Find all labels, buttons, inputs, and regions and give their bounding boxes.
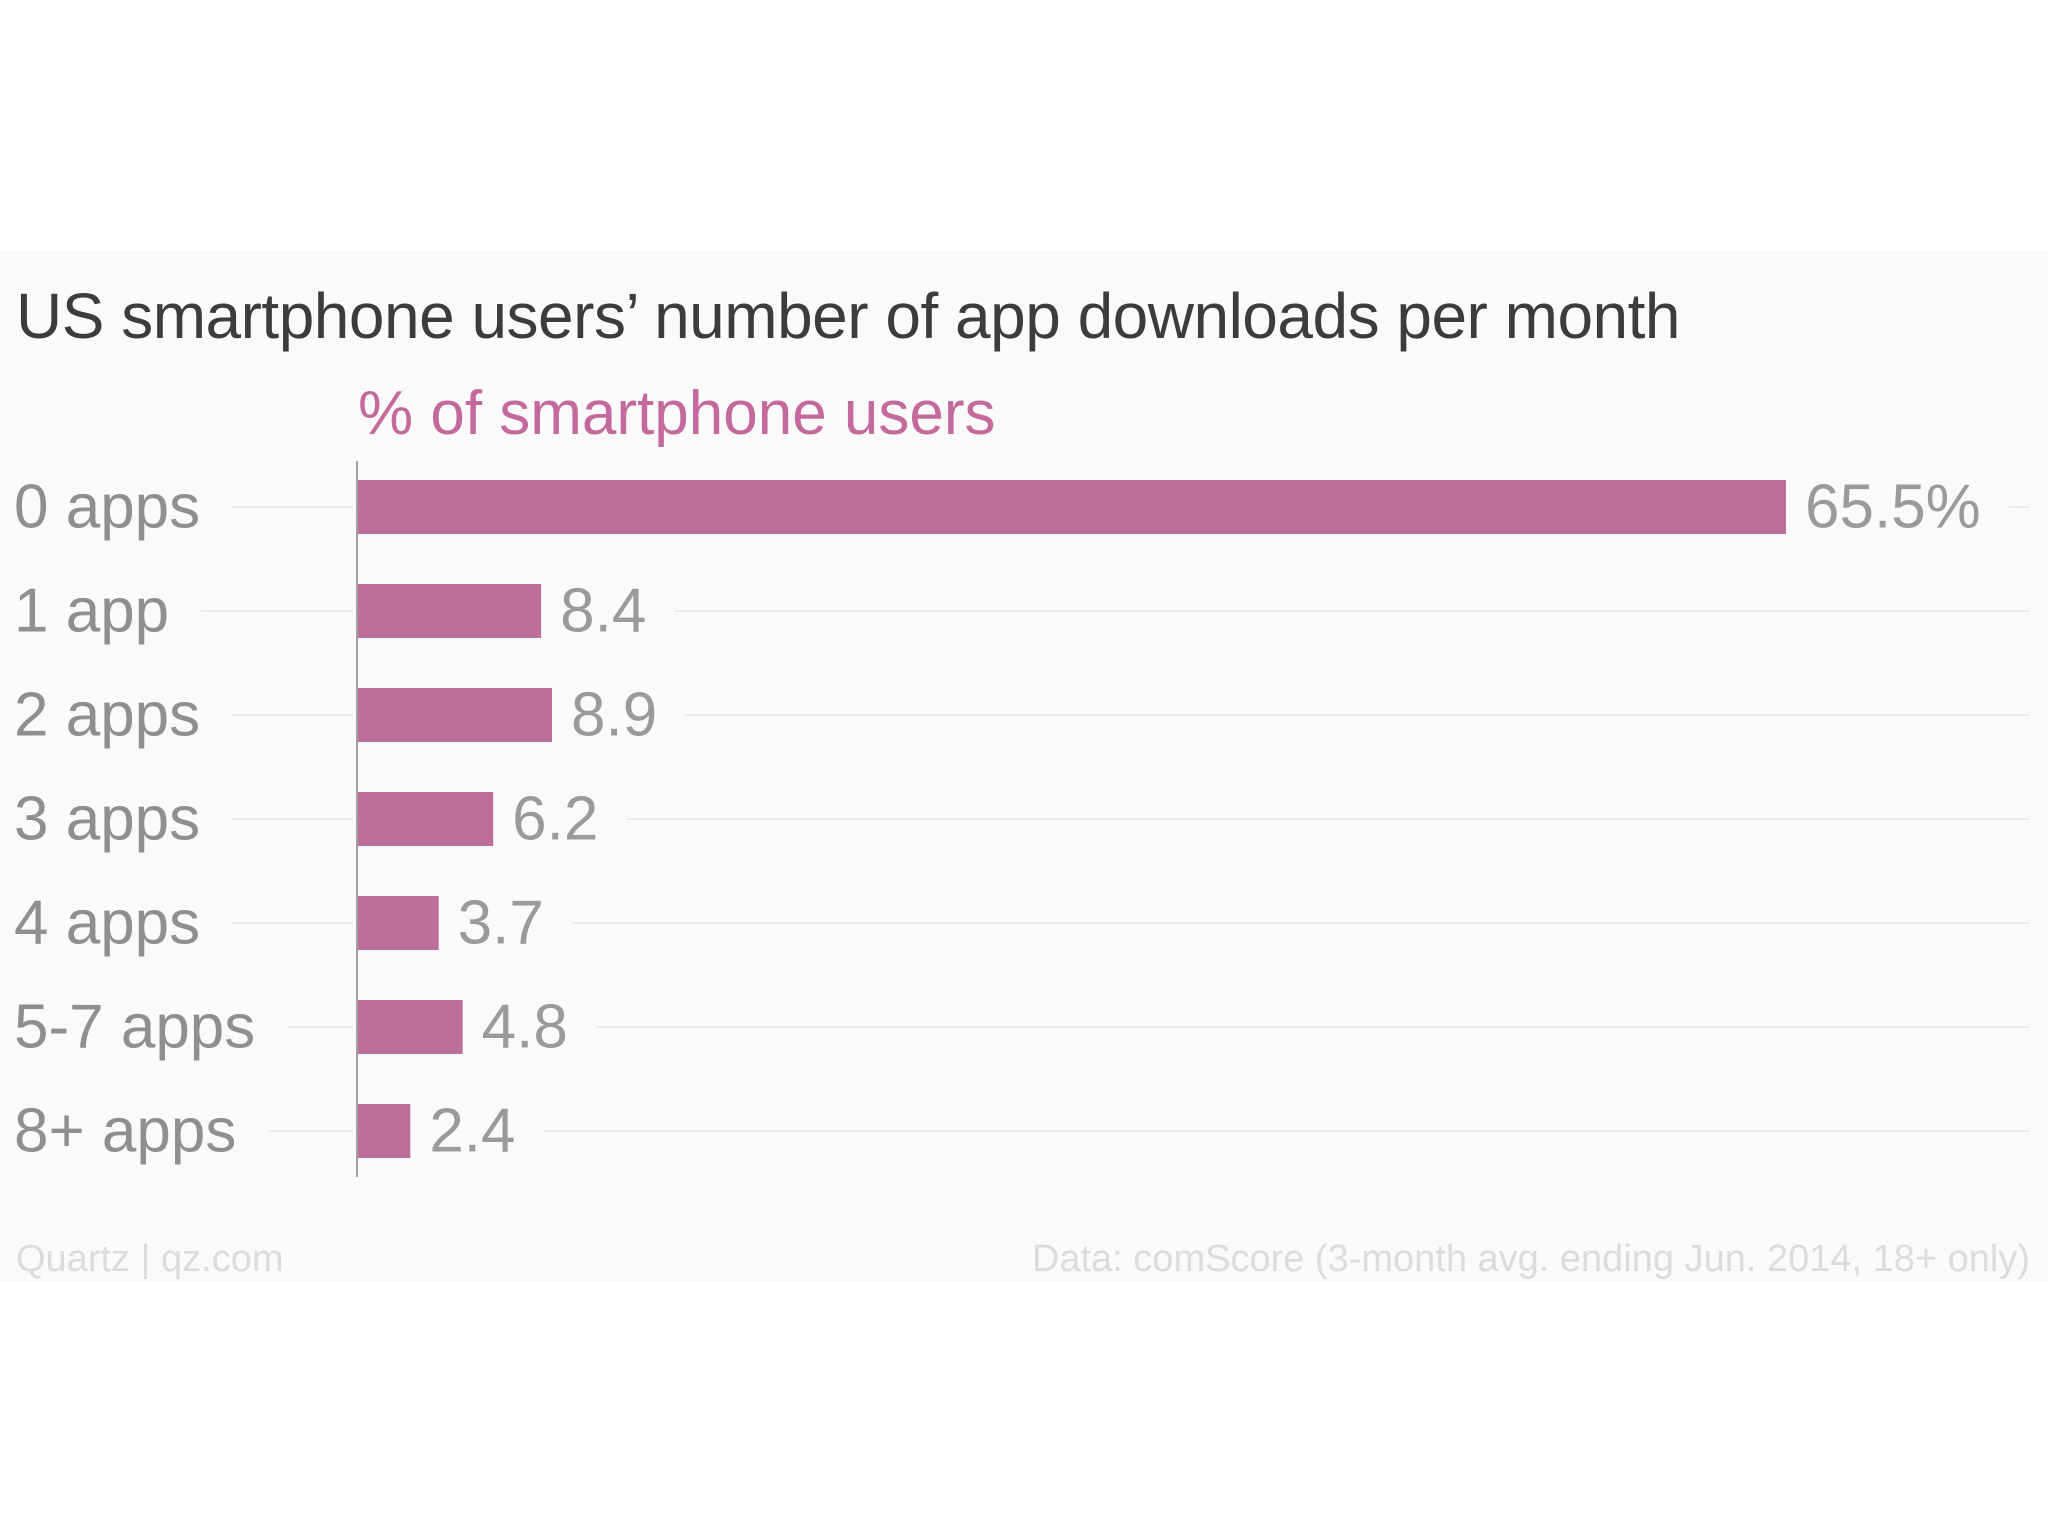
bar [358, 1000, 463, 1054]
category-label: 2 apps [14, 681, 200, 750]
value-label: 65.5% [1805, 473, 1981, 542]
value-label: 4.8 [482, 993, 568, 1062]
chart-panel [0, 250, 2048, 1282]
value-label: 6.2 [512, 785, 598, 854]
category-label: 5-7 apps [14, 993, 255, 1062]
category-label: 0 apps [14, 473, 200, 542]
bar [358, 688, 553, 742]
category-label: 3 apps [14, 785, 200, 854]
value-label: 8.9 [571, 681, 657, 750]
bar [358, 584, 542, 638]
category-label: 4 apps [14, 889, 200, 958]
category-label: 8+ apps [14, 1097, 236, 1166]
value-label: 8.4 [560, 577, 646, 646]
bar [358, 792, 494, 846]
x-axis-title: % of smartphone users [358, 379, 996, 448]
data-source-label: Data: comScore (3-month avg. ending Jun.… [1031, 1238, 2030, 1280]
bar [358, 1104, 411, 1158]
bar [358, 896, 439, 950]
credit-label: Quartz | qz.com [16, 1238, 284, 1280]
value-label: 2.4 [429, 1097, 515, 1166]
value-label: 3.7 [458, 889, 544, 958]
chart-title: US smartphone users’ number of app downl… [16, 280, 1681, 352]
category-label: 1 app [14, 577, 169, 646]
bar [358, 480, 1786, 534]
